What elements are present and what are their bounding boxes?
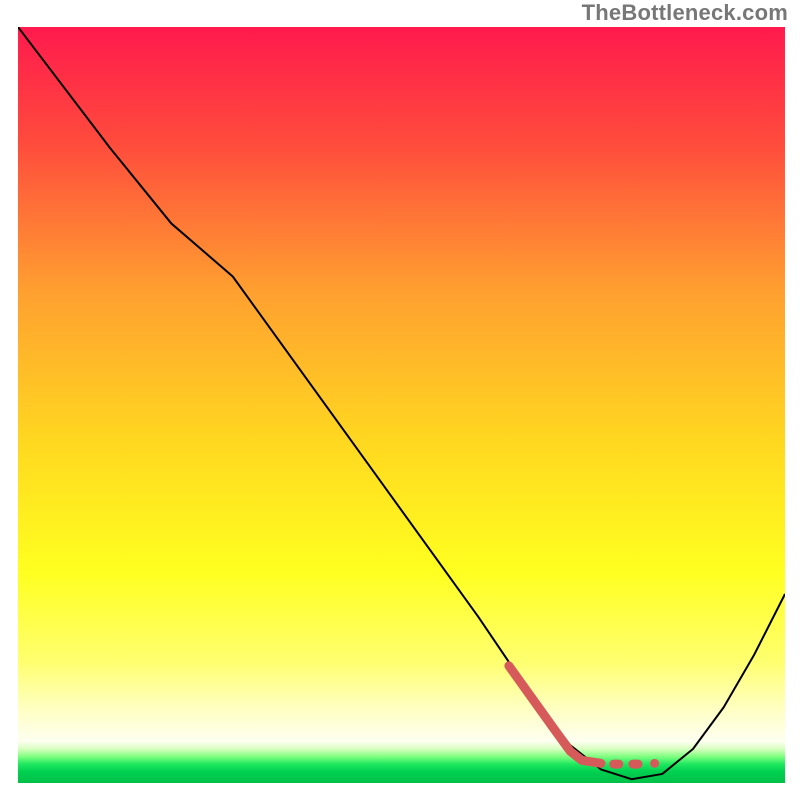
chart-curve-layer [18,27,785,783]
main-curve [18,27,785,779]
highlight-dash [609,760,623,769]
highlight-dash [650,759,659,768]
chart-plot-area [18,27,785,783]
watermark-text: TheBottleneck.com [582,0,788,26]
highlight-dash [628,760,642,769]
highlight-curve-segment [509,666,601,764]
highlight-dash-markers [609,759,659,769]
